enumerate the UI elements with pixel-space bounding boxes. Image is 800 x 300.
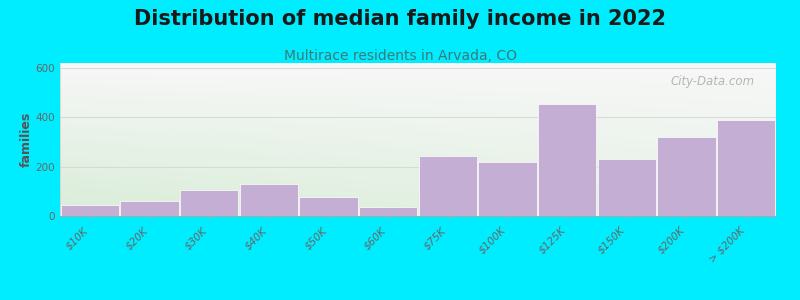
Bar xyxy=(359,207,418,216)
Bar xyxy=(299,197,358,216)
Bar xyxy=(658,137,716,216)
Y-axis label: families: families xyxy=(20,112,33,167)
Bar xyxy=(120,201,178,216)
Bar xyxy=(180,190,238,216)
Bar xyxy=(598,159,656,216)
Text: Distribution of median family income in 2022: Distribution of median family income in … xyxy=(134,9,666,29)
Bar xyxy=(717,120,775,216)
Bar xyxy=(478,162,537,216)
Bar xyxy=(239,184,298,216)
Bar xyxy=(418,155,477,216)
Text: City-Data.com: City-Data.com xyxy=(670,75,754,88)
Bar xyxy=(538,104,597,216)
Text: Multirace residents in Arvada, CO: Multirace residents in Arvada, CO xyxy=(283,50,517,64)
Bar xyxy=(61,205,119,216)
